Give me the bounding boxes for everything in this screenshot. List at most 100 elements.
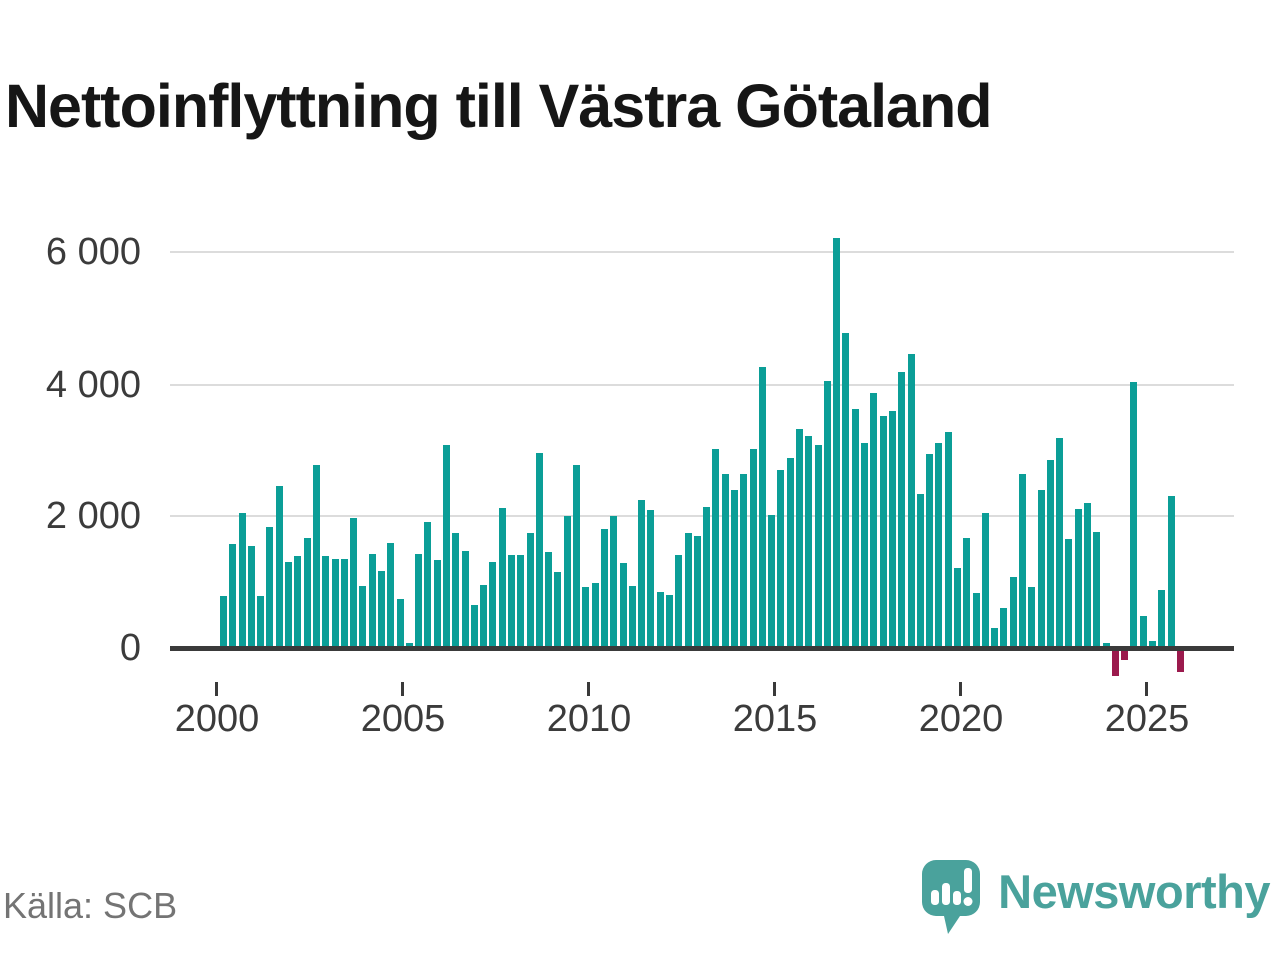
bar-2001-q2 xyxy=(266,527,274,648)
x-axis-tick-2025 xyxy=(1145,682,1148,696)
newsworthy-logo: Newsworthy xyxy=(922,856,1270,936)
bar-2020-q4 xyxy=(991,628,999,648)
bar-2023-q4 xyxy=(1102,642,1110,648)
bar-2005-q4 xyxy=(433,559,441,648)
bar-2011-q2 xyxy=(638,500,645,648)
bar-2008-q2 xyxy=(526,532,534,648)
y-axis-label-2000: 2 000 xyxy=(45,495,141,537)
bar-2013-q1 xyxy=(703,507,711,648)
y-axis-label-0: 0 xyxy=(119,627,141,669)
y-axis-label-4000: 4 000 xyxy=(45,364,141,406)
bar-2009-q3 xyxy=(573,465,580,648)
chart-title: Nettoinflyttning till Västra Götaland xyxy=(5,71,992,140)
bar-2010-q1 xyxy=(591,583,599,648)
gridline-2000 xyxy=(170,515,1234,517)
bar-2005-q3 xyxy=(424,521,432,648)
bar-2003-q4 xyxy=(359,586,367,648)
bar-2006-q1 xyxy=(443,444,450,648)
bar-2001-q1 xyxy=(257,595,265,648)
bar-2006-q2 xyxy=(452,533,460,648)
bar-2016-q3 xyxy=(833,237,841,648)
bar-2003-q1 xyxy=(331,558,339,648)
bar-2025-q2 xyxy=(1158,589,1166,648)
bar-2023-q2 xyxy=(1084,502,1091,648)
bar-2008-q4 xyxy=(545,551,553,648)
newsworthy-wordmark: Newsworthy xyxy=(998,865,1270,918)
bar-2017-q3 xyxy=(870,393,878,648)
bar-2011-q1 xyxy=(628,586,636,648)
bar-2007-q4 xyxy=(508,554,515,648)
bar-2000-q3 xyxy=(238,512,246,648)
bar-2008-q3 xyxy=(535,452,543,648)
bar-2003-q3 xyxy=(350,518,358,648)
bar-2025-q4 xyxy=(1176,648,1184,673)
bar-2004-q2 xyxy=(377,571,385,648)
bar-2016-q2 xyxy=(823,381,831,648)
bar-2017-q4 xyxy=(879,415,887,648)
x-axis-label-2010: 2010 xyxy=(546,698,632,740)
bar-2020-q2 xyxy=(972,593,980,648)
x-axis-label-2015: 2015 xyxy=(732,698,818,740)
bar-2010-q2 xyxy=(600,529,608,648)
bar-2014-q1 xyxy=(740,474,748,648)
bar-2000-q4 xyxy=(247,546,255,648)
x-axis-tick-2010 xyxy=(587,682,590,696)
bar-2020-q3 xyxy=(981,512,989,648)
bar-2014-q2 xyxy=(749,448,757,648)
x-axis-label-2025: 2025 xyxy=(1104,698,1190,740)
bar-2018-q3 xyxy=(907,353,915,648)
bar-2010-q3 xyxy=(610,516,618,648)
bar-2004-q3 xyxy=(387,543,395,648)
bar-2001-q4 xyxy=(285,561,292,648)
x-axis-label-2020: 2020 xyxy=(918,698,1004,740)
bar-2014-q3 xyxy=(758,366,766,648)
x-axis-label-2000: 2000 xyxy=(174,698,260,740)
bar-2016-q4 xyxy=(842,333,850,648)
bar-2011-q3 xyxy=(647,510,655,648)
bar-2023-q1 xyxy=(1074,509,1082,648)
x-axis-tick-2020 xyxy=(959,682,962,696)
bar-2022-q1 xyxy=(1037,490,1045,648)
newsworthy-bubble-chart-icon xyxy=(922,860,981,934)
y-axis-label-6000: 6 000 xyxy=(45,231,141,273)
bar-2012-q4 xyxy=(693,535,701,648)
bar-2019-q4 xyxy=(953,568,961,648)
bar-2015-q1 xyxy=(777,469,785,648)
bar-2007-q3 xyxy=(498,508,506,648)
bar-2005-q1 xyxy=(405,642,413,648)
gridline-4000 xyxy=(170,384,1234,386)
bar-2012-q2 xyxy=(675,554,683,648)
bar-2018-q2 xyxy=(898,372,906,648)
source-credit: Källa: SCB xyxy=(3,885,178,926)
bar-2004-q4 xyxy=(396,599,404,648)
bar-2005-q2 xyxy=(415,553,423,648)
x-axis-label-2005: 2005 xyxy=(360,698,446,740)
bar-2019-q2 xyxy=(935,443,943,648)
bar-2011-q4 xyxy=(656,591,664,648)
gridline-6000 xyxy=(170,251,1234,253)
bar-2021-q4 xyxy=(1028,587,1036,648)
bar-2019-q1 xyxy=(926,454,933,648)
bar-2015-q2 xyxy=(786,457,794,648)
bar-2018-q1 xyxy=(888,411,896,648)
bar-2000-q2 xyxy=(229,544,237,648)
bar-2024-q3 xyxy=(1130,382,1138,648)
x-axis-tick-2000 xyxy=(215,682,218,696)
bar-2013-q4 xyxy=(730,490,738,648)
bar-2006-q3 xyxy=(461,551,469,648)
bar-2009-q1 xyxy=(554,572,562,648)
bar-2002-q1 xyxy=(294,555,302,648)
bar-2007-q2 xyxy=(489,561,497,648)
bar-2025-q1 xyxy=(1149,640,1156,648)
bar-2014-q4 xyxy=(768,515,776,648)
bar-2013-q3 xyxy=(721,473,729,648)
bar-2023-q3 xyxy=(1093,531,1101,648)
bar-2017-q1 xyxy=(851,409,859,648)
x-axis-line xyxy=(170,646,1234,651)
bar-2016-q1 xyxy=(814,445,822,648)
bar-2002-q4 xyxy=(322,556,330,648)
bar-2012-q1 xyxy=(665,595,673,648)
bar-2018-q4 xyxy=(916,494,924,648)
bar-2021-q3 xyxy=(1018,473,1026,648)
